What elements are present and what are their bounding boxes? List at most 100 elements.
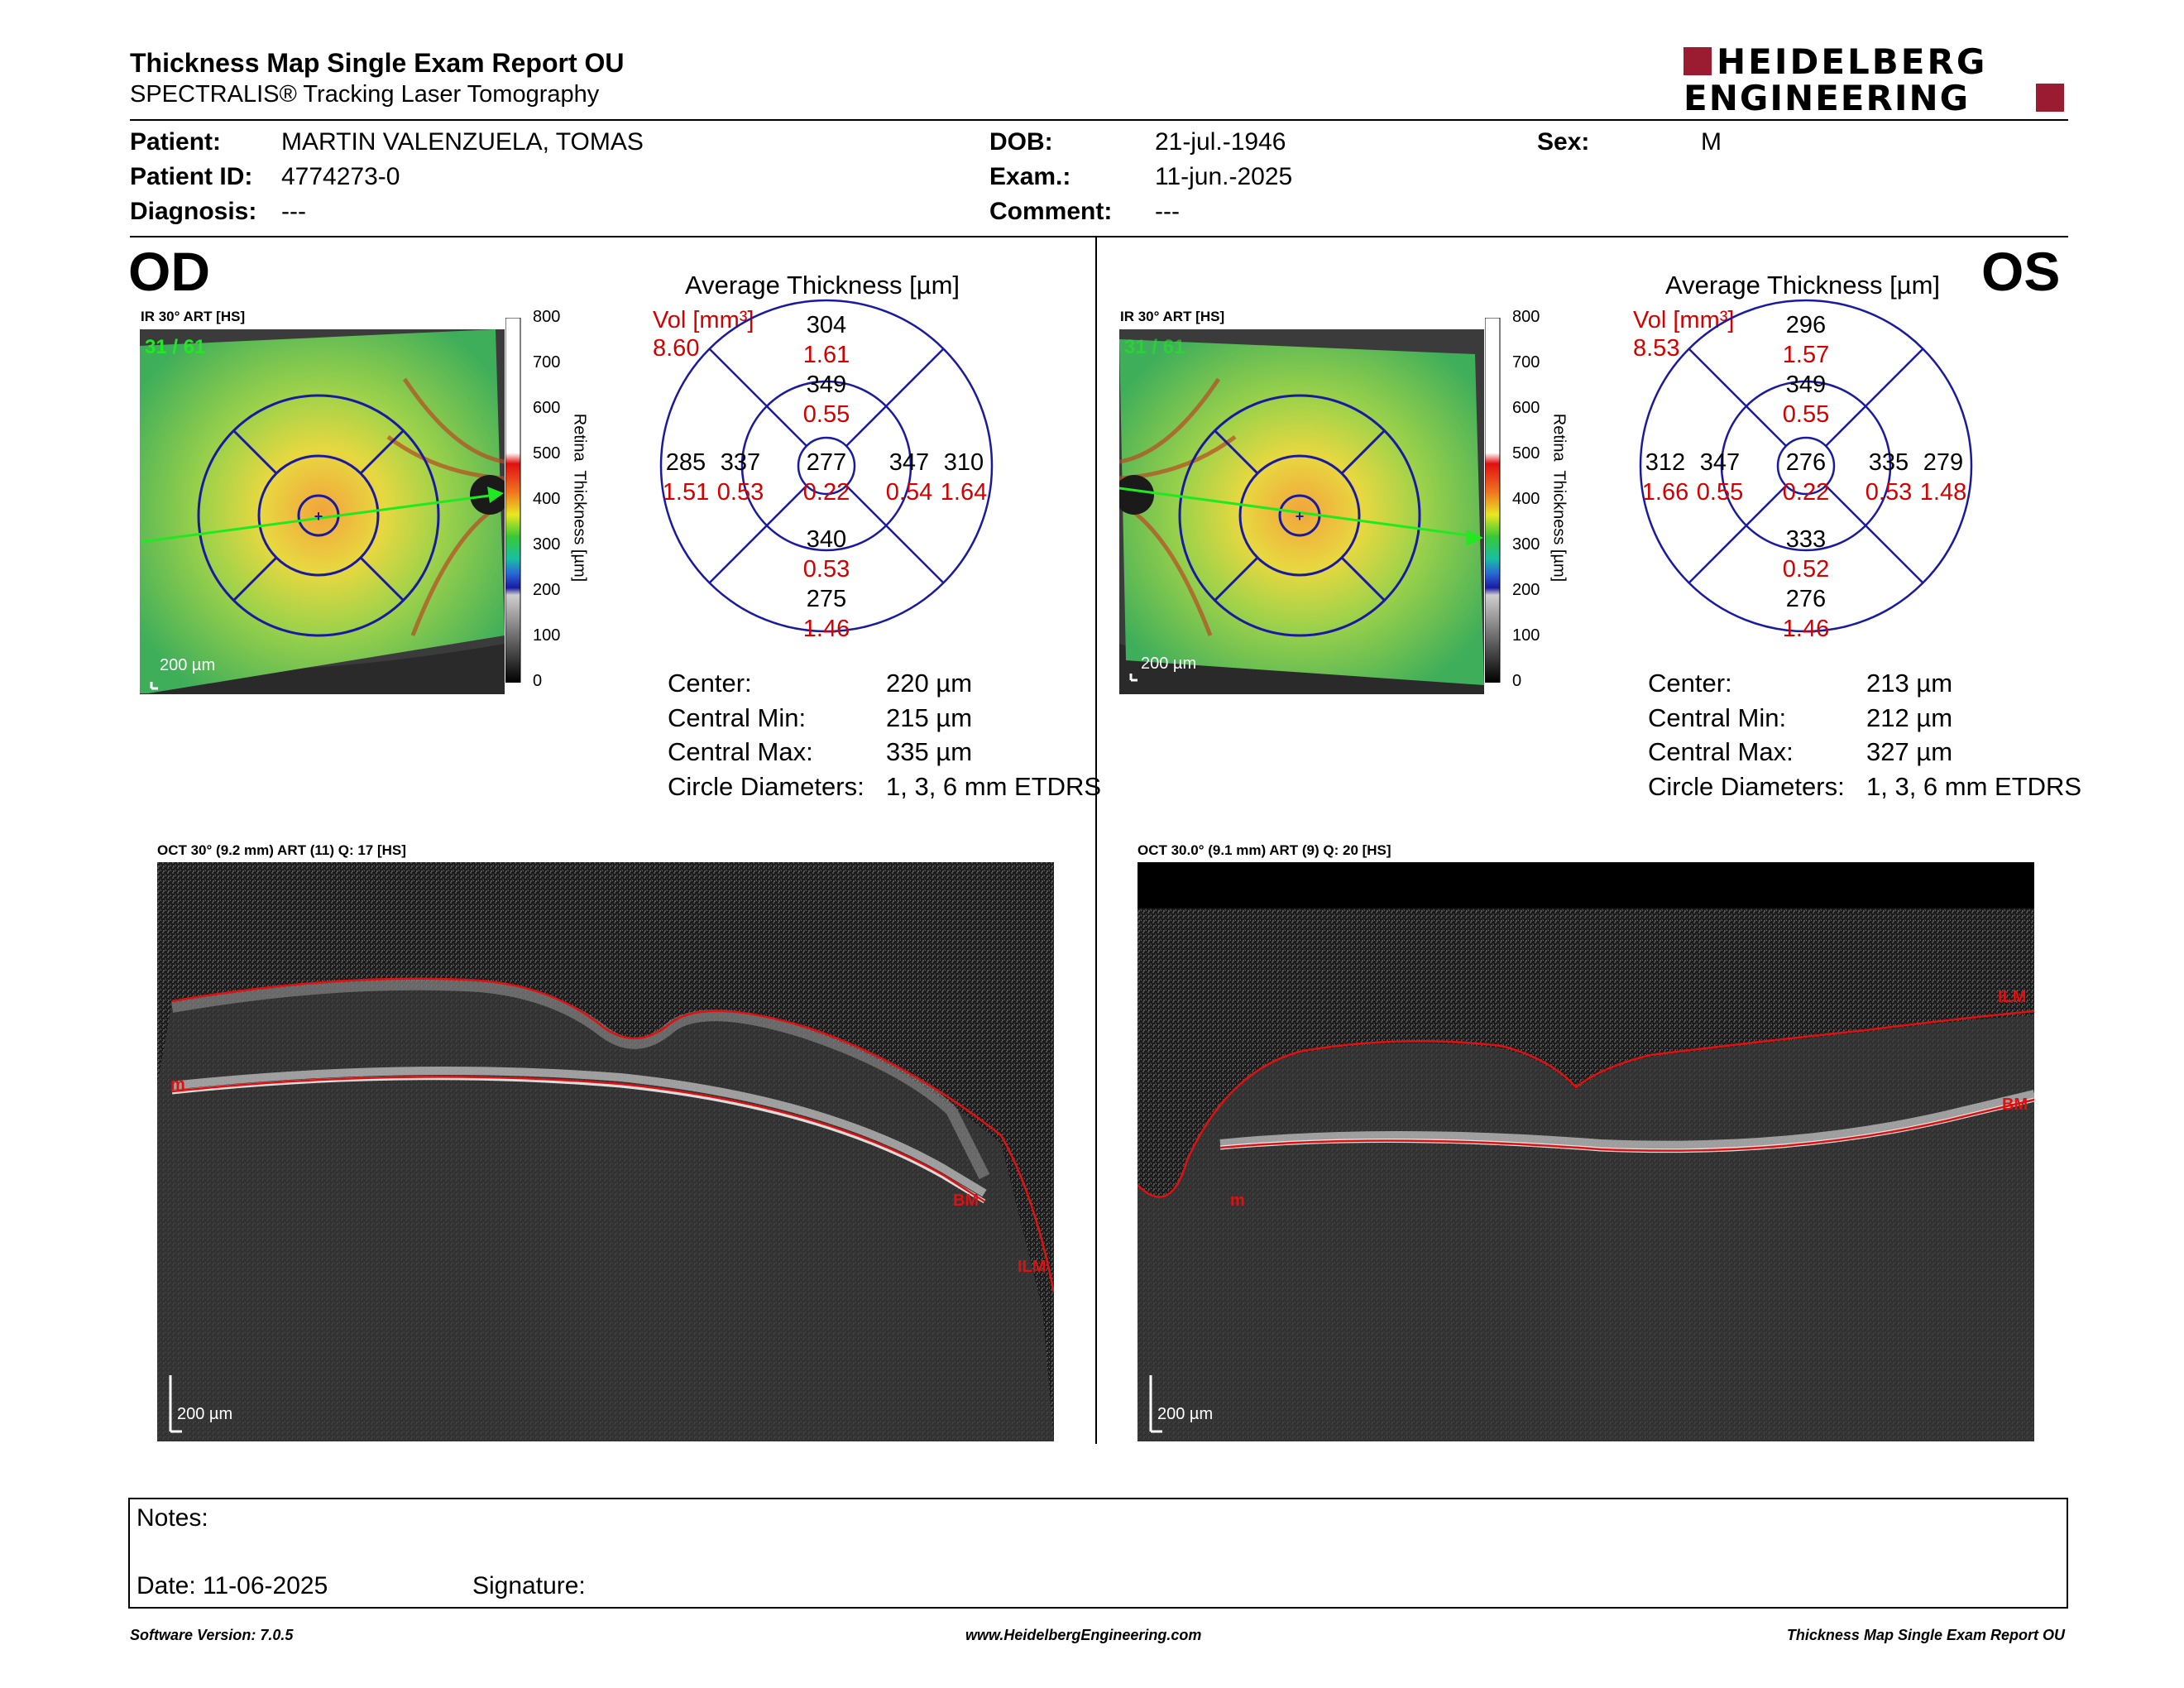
- od-stat-center-label: Center:: [668, 669, 752, 698]
- os-oct-image: ILM BM m 200 µm: [1137, 862, 2036, 1441]
- os-outer-right-thickness: 279: [1923, 449, 1964, 476]
- od-tick-300: 300: [533, 535, 561, 554]
- od-inner-bottom-volume: 0.53: [802, 556, 850, 583]
- eye-divider: [1095, 237, 1097, 1444]
- os-tick-300: 300: [1512, 535, 1540, 554]
- patient-id-value: 4774273-0: [281, 163, 400, 190]
- os-stat-circle-value: 1, 3, 6 mm ETDRS: [1866, 772, 2082, 801]
- patient-value: MARTIN VALENZUELA, TOMAS: [281, 128, 644, 156]
- os-center-volume: 0.22: [1782, 479, 1830, 506]
- notes-label: Notes:: [136, 1504, 208, 1532]
- notes-box[interactable]: Notes: Date: 11-06-2025 Signature:: [128, 1498, 2068, 1609]
- comment-label: Comment:: [989, 198, 1113, 225]
- os-inner-right-thickness: 335: [1868, 449, 1909, 476]
- os-stat-min-value: 212 µm: [1866, 703, 1953, 732]
- os-tick-600: 600: [1512, 399, 1540, 417]
- os-colorbar-title: Retina Thickness [µm]: [1549, 413, 1569, 583]
- os-oct-marker-m: m: [1230, 1192, 1245, 1210]
- od-oct-label: OCT 30° (9.2 mm) ART (11) Q: 17 [HS]: [157, 842, 406, 858]
- od-inner-right-thickness: 347: [888, 449, 930, 476]
- od-oct-image: m BM ILM 200 µm: [157, 862, 1056, 1441]
- od-frame-label: 31 / 61: [145, 336, 206, 358]
- os-outer-top-thickness: 296: [1785, 312, 1827, 338]
- od-oct-marker-bm: BM: [953, 1192, 979, 1210]
- od-stat-min-value: 215 µm: [886, 703, 973, 732]
- os-stat-circle-label: Circle Diameters:: [1648, 772, 1845, 801]
- patient-id-label: Patient ID:: [130, 163, 253, 190]
- os-etdrs-grid: 296 1.57 349 0.55 312 1.66 347 0.55 276 …: [1638, 298, 1974, 642]
- os-fundus-scale: 200 µm: [1141, 655, 1197, 673]
- od-outer-left-volume: 1.51: [662, 479, 710, 506]
- od-stat-max-value: 335 µm: [886, 737, 973, 766]
- os-stat-min-label: Central Min:: [1648, 703, 1787, 732]
- header-divider: [130, 119, 2068, 121]
- od-center-thickness: 277: [806, 449, 847, 476]
- notes-signature: Signature:: [472, 1572, 586, 1599]
- dob-label: DOB:: [989, 128, 1053, 156]
- os-tick-700: 700: [1512, 353, 1540, 372]
- os-inner-top-volume: 0.55: [1782, 401, 1830, 428]
- patient-divider: [130, 236, 2068, 237]
- os-colorbar: [1484, 317, 1502, 683]
- report-title: Thickness Map Single Exam Report OU: [130, 48, 625, 78]
- od-vol-label: Vol [mm³]: [653, 307, 754, 333]
- od-tick-100: 100: [533, 626, 561, 645]
- od-tick-0: 0: [533, 672, 543, 690]
- os-stat-center-value: 213 µm: [1866, 669, 1953, 698]
- od-inner-left-thickness: 337: [720, 449, 761, 476]
- os-oct-scale: 200 µm: [1157, 1405, 1214, 1423]
- od-oct-marker-ilm: ILM: [1018, 1258, 1046, 1276]
- svg-text:+: +: [1296, 508, 1305, 525]
- os-tick-500: 500: [1512, 444, 1540, 463]
- os-outer-left-volume: 1.66: [1641, 479, 1689, 506]
- od-tick-700: 700: [533, 353, 561, 372]
- os-tick-200: 200: [1512, 581, 1540, 599]
- os-oct-marker-ilm: ILM: [1998, 988, 2027, 1006]
- notes-date: Date: 11-06-2025: [136, 1572, 328, 1599]
- os-tick-100: 100: [1512, 626, 1540, 645]
- os-fundus-image: + 31 / 61 200 µm: [1114, 329, 1484, 694]
- od-outer-bottom-thickness: 275: [806, 586, 847, 612]
- od-tick-400: 400: [533, 490, 561, 508]
- os-outer-bottom-volume: 1.46: [1782, 616, 1830, 642]
- os-vol-label: Vol [mm³]: [1633, 307, 1735, 333]
- od-tick-600: 600: [533, 399, 561, 417]
- od-fundus-image: + 31 / 61 200 µm: [139, 329, 510, 694]
- logo-line1: HEIDELBERG: [1717, 41, 1988, 82]
- od-vol-value: 8.60: [653, 335, 700, 362]
- od-etdrs-grid: 304 1.61 349 0.55 285 1.51 337 0.53 277 …: [659, 298, 994, 642]
- report-subtitle: SPECTRALIS® Tracking Laser Tomography: [130, 81, 600, 108]
- logo-square-bottom: [2036, 84, 2064, 112]
- od-outer-bottom-volume: 1.46: [802, 616, 850, 642]
- os-stat-max-label: Central Max:: [1648, 737, 1794, 766]
- footer-report-name: Thickness Map Single Exam Report OU: [1786, 1627, 2065, 1643]
- od-colorbar-ticks: 800 700 600 500 400 300 200 100 0: [523, 308, 572, 690]
- os-inner-left-volume: 0.55: [1696, 479, 1744, 506]
- footer-website[interactable]: www.HeidelbergEngineering.com: [965, 1627, 1202, 1643]
- od-colorbar-title: Retina Thickness [µm]: [570, 413, 589, 583]
- os-inner-left-thickness: 347: [1699, 449, 1741, 476]
- diagnosis-value: ---: [281, 198, 306, 225]
- os-tick-400: 400: [1512, 490, 1540, 508]
- od-avg-thickness-title: Average Thickness [µm]: [685, 271, 960, 300]
- od-outer-top-thickness: 304: [806, 312, 847, 338]
- sex-value: M: [1701, 128, 1722, 156]
- os-outer-bottom-thickness: 276: [1785, 586, 1827, 612]
- od-stat-max-label: Central Max:: [668, 737, 813, 766]
- os-outer-left-thickness: 312: [1645, 449, 1686, 476]
- os-oct-marker-bm: BM: [2002, 1096, 2028, 1114]
- od-inner-right-volume: 0.54: [885, 479, 933, 506]
- od-inner-left-volume: 0.53: [716, 479, 764, 506]
- dob-value: 21-jul.-1946: [1155, 128, 1286, 156]
- svg-text:+: +: [314, 508, 323, 525]
- os-inner-right-volume: 0.53: [1865, 479, 1913, 506]
- os-inner-top-thickness: 349: [1785, 372, 1827, 398]
- exam-label: Exam.:: [989, 163, 1071, 190]
- od-outer-right-thickness: 310: [943, 449, 984, 476]
- os-stat-max-value: 327 µm: [1866, 737, 1953, 766]
- od-oct-scale: 200 µm: [177, 1405, 233, 1423]
- od-stat-min-label: Central Min:: [668, 703, 807, 732]
- od-center-volume: 0.22: [802, 479, 850, 506]
- comment-value: ---: [1155, 198, 1180, 225]
- os-eye-label: OS: [1981, 241, 2061, 302]
